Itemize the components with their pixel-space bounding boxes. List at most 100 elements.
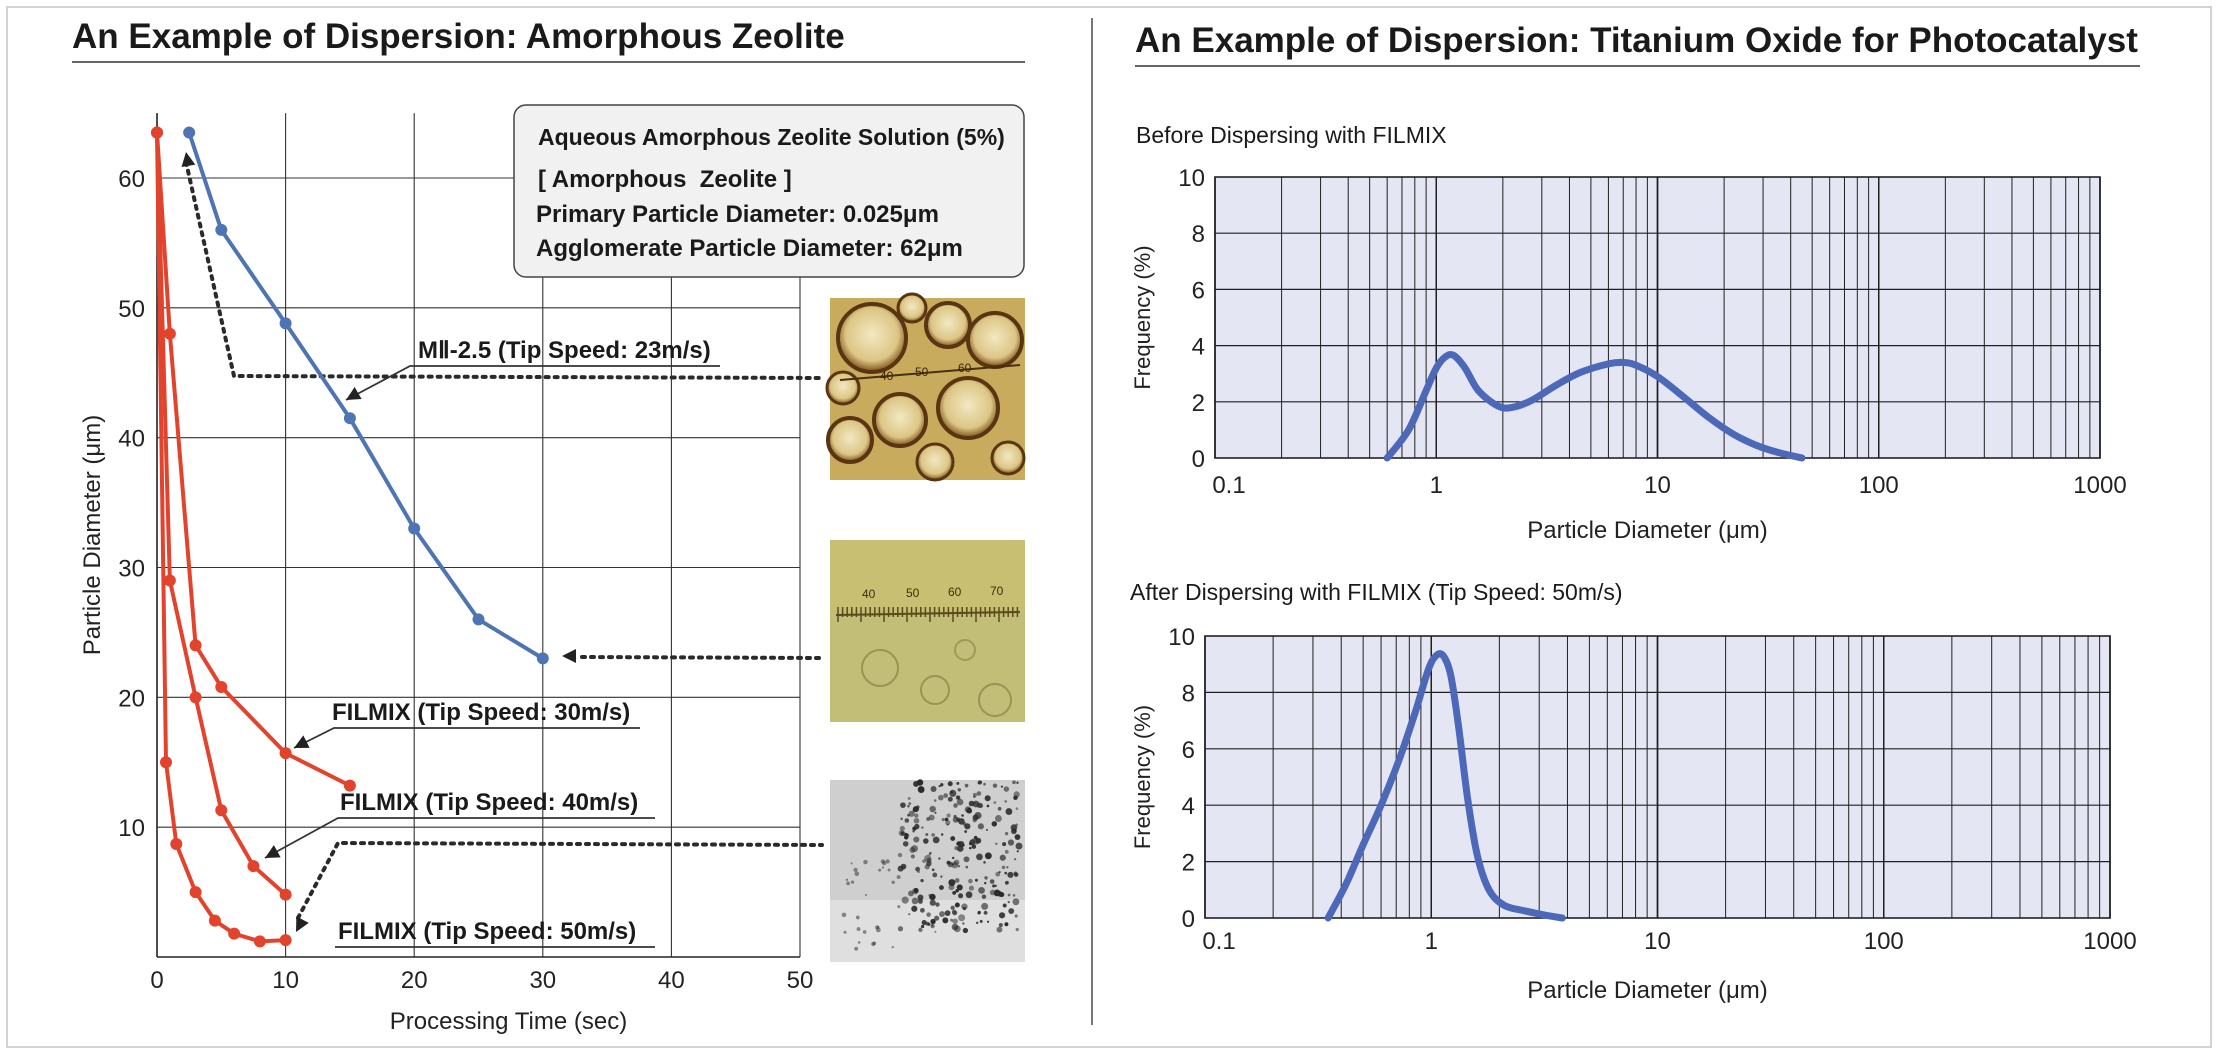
y-tick-label: 30	[118, 556, 145, 583]
particle-speck	[913, 817, 920, 824]
particle-speck	[885, 859, 890, 864]
particle-speck	[958, 818, 965, 825]
particle-speck	[939, 911, 945, 917]
x-tick-label: 30	[529, 967, 556, 994]
particle-speck	[909, 847, 916, 853]
particle-speck	[973, 795, 976, 799]
particle-speck	[989, 879, 995, 884]
particle-speck	[995, 842, 998, 846]
particle-speck	[911, 897, 919, 905]
particle-speck	[928, 814, 935, 821]
particle-speck	[965, 891, 973, 899]
particle-speck	[994, 884, 997, 888]
particle-speck	[926, 816, 931, 821]
particle-speck	[1005, 808, 1013, 816]
y-tick-label: 10	[1178, 165, 1205, 192]
particle-speck	[940, 833, 944, 836]
particle-speck	[932, 836, 940, 844]
particle-speck	[854, 946, 859, 951]
series-label: MⅡ-2.5 (Tip Speed: 23m/s)	[418, 337, 711, 364]
particle-speck	[920, 907, 925, 913]
left-panel-title: An Example of Dispersion: Amorphous Zeol…	[72, 17, 845, 56]
particle-speck	[929, 805, 936, 813]
particle-speck	[993, 889, 1001, 897]
data-point	[215, 680, 228, 693]
figure-frame	[6, 6, 2212, 1048]
particle-speck	[954, 846, 959, 851]
bottom-chart-subtitle: After Dispersing with FILMIX (Tip Speed:…	[1130, 579, 1623, 605]
arrowhead	[296, 916, 309, 932]
particle-speck	[958, 914, 966, 922]
particle-speck	[896, 875, 901, 880]
y-tick-label: 0	[1192, 446, 1205, 473]
series-label: FILMIX (Tip Speed: 50m/s)	[338, 918, 636, 945]
photo1-scale-50: 50	[915, 365, 929, 379]
particle-speck	[1015, 823, 1018, 827]
photo2-connector	[580, 655, 824, 660]
data-point	[228, 927, 241, 940]
particle-speck	[956, 884, 963, 891]
particle-speck	[951, 909, 957, 914]
particle-speck	[953, 859, 960, 866]
particle-speck	[864, 893, 867, 896]
particle-speck	[1004, 849, 1009, 854]
particle-speck	[968, 885, 974, 891]
particle-speck	[1006, 866, 1009, 869]
particle-speck	[994, 815, 1002, 822]
data-point	[163, 574, 176, 587]
x-tick-label: 0.1	[1212, 472, 1245, 499]
particle-speck	[940, 875, 943, 878]
data-point	[183, 126, 196, 139]
particle-speck	[856, 927, 861, 931]
particle-speck	[1014, 858, 1017, 861]
particle-speck	[925, 833, 929, 837]
data-point	[160, 756, 173, 769]
particle-speck	[914, 823, 920, 830]
data-point	[536, 652, 549, 665]
distribution-curve	[1383, 351, 1806, 462]
particle-speck	[958, 893, 964, 899]
micrograph-photo-1: 40 50 60	[825, 292, 1026, 482]
y-tick-label: 2	[1192, 390, 1205, 417]
particle-speck	[931, 833, 935, 837]
data-point	[189, 639, 202, 652]
particle-speck	[953, 803, 958, 808]
y-tick-label: 2	[1182, 850, 1195, 877]
particle-speck	[1016, 781, 1019, 785]
particle-speck	[1007, 871, 1014, 878]
particle-speck	[957, 864, 961, 868]
particle-speck	[1004, 880, 1009, 885]
particle-speck	[945, 820, 951, 826]
data-point	[189, 886, 202, 899]
x-tick-label: 1000	[2083, 928, 2136, 955]
particle-speck	[934, 915, 940, 921]
y-tick-label: 6	[1182, 737, 1195, 764]
data-point	[247, 860, 260, 873]
arrowhead	[562, 649, 576, 663]
particle-speck	[1014, 914, 1018, 918]
particle-speck	[983, 782, 986, 786]
particle-speck	[985, 828, 989, 832]
particle-speck	[919, 786, 922, 789]
distribution-curve	[1324, 650, 1566, 922]
x-tick-label: 10	[1644, 472, 1671, 499]
particle-speck	[964, 783, 969, 788]
x-tick-label: 20	[401, 967, 428, 994]
data-point	[279, 934, 292, 947]
particle-speck	[1002, 842, 1007, 847]
particle-speck	[950, 790, 953, 794]
particle-speck	[952, 918, 958, 924]
series-line-2	[155, 132, 287, 897]
particle-speck	[897, 852, 903, 858]
particle-speck	[1004, 800, 1007, 803]
particle-speck	[1014, 834, 1021, 840]
particle-speck	[917, 870, 920, 874]
particle-speck	[972, 800, 980, 808]
arrowhead	[181, 152, 196, 168]
particle-speck	[976, 853, 983, 861]
arrowhead	[346, 386, 362, 400]
particle-speck	[875, 925, 879, 930]
particle-speck	[955, 795, 961, 800]
info-box-material: [ Amorphous Zeolite ]	[538, 166, 792, 193]
particle-speck	[854, 871, 860, 877]
